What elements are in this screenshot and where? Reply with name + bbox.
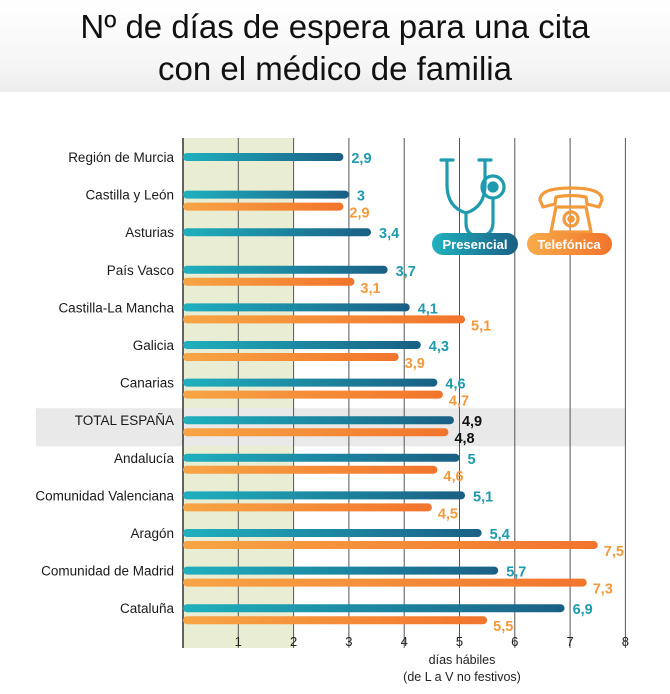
highlight-row — [36, 408, 626, 447]
value-label-telefonica: 4,5 — [438, 506, 458, 522]
legend-presencial-label: Presencial — [442, 237, 507, 252]
value-label-presencial: 6,9 — [573, 602, 593, 618]
legend-telefonica-pill — [527, 233, 612, 255]
bar-presencial — [183, 604, 565, 613]
value-label-telefonica: 4,6 — [443, 469, 463, 485]
value-label-telefonica: 3,1 — [360, 281, 380, 297]
category-label: Comunidad de Madrid — [41, 564, 174, 579]
bar-telefonica — [183, 315, 466, 324]
bar-telefonica — [183, 202, 344, 211]
bar-telefonica — [183, 578, 587, 587]
x-tick-label: 8 — [622, 634, 629, 649]
category-label: Aragón — [130, 526, 174, 541]
value-label-telefonica: 7,5 — [604, 544, 624, 560]
category-label: Andalucía — [114, 451, 175, 466]
bar-presencial — [183, 529, 482, 537]
x-tick-label: 1 — [235, 634, 242, 649]
value-label-telefonica: 4,7 — [449, 394, 469, 410]
bar-presencial — [183, 566, 499, 575]
value-label-telefonica: 3,9 — [405, 356, 425, 372]
value-label-presencial: 4,3 — [429, 339, 449, 355]
value-label-telefonica: 5,1 — [471, 318, 491, 334]
value-label-presencial: 3,7 — [396, 264, 416, 280]
bar-presencial — [183, 228, 372, 237]
category-label: Asturias — [125, 225, 174, 240]
bar-telefonica — [183, 353, 399, 361]
category-label: Comunidad Valenciana — [35, 488, 174, 503]
x-tick-label: 4 — [401, 634, 408, 649]
title-banner: Nº de días de espera para una cita con e… — [0, 0, 670, 92]
bar-telefonica — [183, 428, 449, 437]
bar-telefonica — [183, 616, 488, 625]
x-axis-title-line-2: (de L a V no festivos) — [403, 670, 521, 684]
stethoscope-icon — [439, 158, 506, 238]
value-label-presencial: 4,6 — [445, 377, 465, 393]
value-label-presencial: 5,7 — [506, 565, 526, 581]
value-label-presencial: 5,4 — [490, 527, 510, 543]
x-tick-label: 5 — [456, 634, 463, 649]
value-label-presencial: 2,9 — [351, 151, 371, 167]
value-label-presencial: 5 — [468, 452, 476, 468]
bar-presencial — [183, 303, 410, 312]
value-label-telefonica: 4,8 — [454, 431, 474, 447]
value-label-presencial: 5,1 — [473, 489, 493, 505]
x-tick-label: 7 — [566, 634, 573, 649]
x-tick-label: 6 — [511, 634, 518, 649]
value-label-presencial: 4,9 — [462, 414, 482, 430]
bar-presencial — [183, 153, 344, 161]
telephone-icon — [538, 186, 604, 234]
category-label: Canarias — [120, 376, 174, 391]
x-tick-label: 3 — [345, 634, 352, 649]
bar-presencial — [183, 453, 460, 462]
value-label-presencial: 3,4 — [379, 226, 399, 242]
value-label-presencial: 3 — [357, 189, 365, 205]
category-label: Castilla y León — [85, 188, 174, 203]
bar-presencial — [183, 378, 438, 387]
bar-presencial — [183, 491, 466, 500]
legend-telefonica-label: Telefónica — [537, 237, 601, 252]
bar-telefonica — [183, 390, 443, 399]
value-label-presencial: 4,1 — [418, 301, 438, 317]
category-label: Galicia — [133, 338, 175, 353]
chart-title-line-1: Nº de días de espera para una cita — [80, 8, 590, 45]
category-label: País Vasco — [107, 263, 174, 278]
bar-telefonica — [183, 541, 598, 549]
bar-presencial — [183, 190, 349, 199]
bar-telefonica — [183, 277, 355, 286]
bar-telefonica — [183, 503, 432, 512]
category-label: Región de Murcia — [68, 150, 174, 165]
bar-presencial — [183, 265, 388, 274]
x-axis-title-line-1: días hábiles — [429, 653, 496, 667]
bar-presencial — [183, 416, 454, 425]
category-label: TOTAL ESPAÑA — [75, 413, 174, 428]
value-label-telefonica: 5,5 — [493, 619, 513, 635]
value-label-telefonica: 7,3 — [593, 582, 613, 598]
legend: Presencial Telefónica — [432, 158, 612, 255]
chart-title-line-2: con el médico de familia — [157, 50, 512, 87]
value-label-telefonica: 2,9 — [349, 206, 369, 222]
x-tick-label: 2 — [290, 634, 297, 649]
category-label: Castilla-La Mancha — [58, 300, 174, 315]
bar-telefonica — [183, 465, 438, 474]
bar-presencial — [183, 341, 421, 349]
legend-presencial-pill — [432, 233, 518, 255]
category-label: Cataluña — [120, 601, 175, 616]
